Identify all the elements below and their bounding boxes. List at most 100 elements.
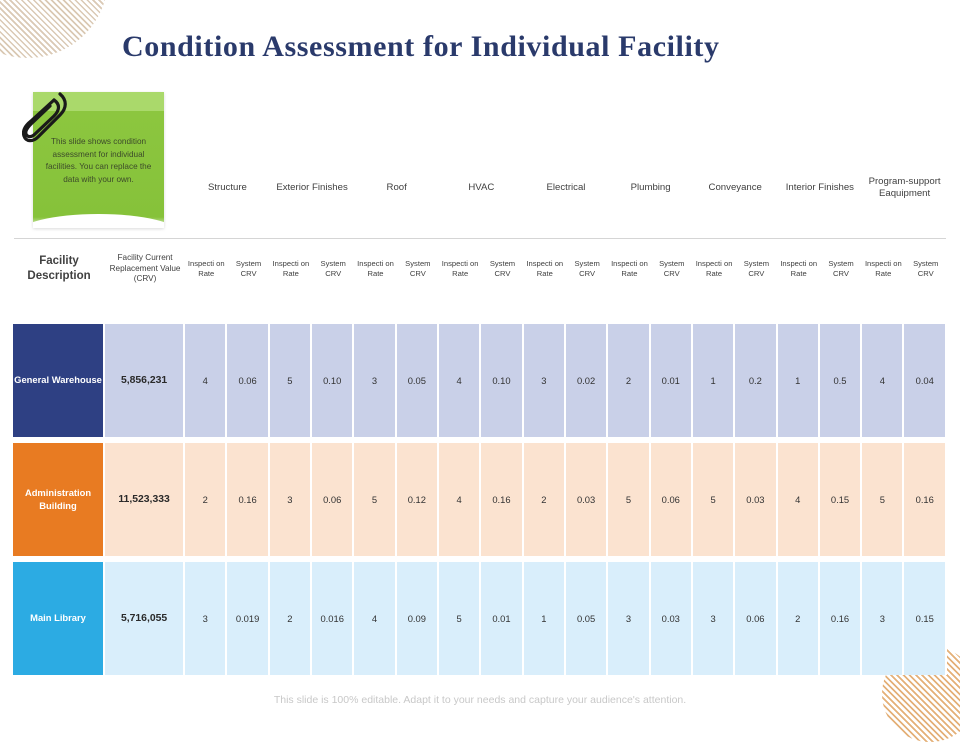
cell-r0-c5: 0.05 [396,324,439,437]
cell-r0-c4: 3 [354,324,397,437]
decor-top-left-hatched-shape [0,0,108,58]
cell-r0-c7: 0.10 [481,324,524,437]
cell-r2-c9: 0.05 [565,562,609,675]
cell-r0-c16: 4 [862,324,905,437]
cell-r2-c4: 4 [354,562,397,675]
cell-r2-c8: 1 [523,562,566,675]
cell-r1-c2: 3 [269,443,313,556]
cell-r2-c5: 0.09 [396,562,439,675]
sticky-note: This slide shows condition assessment fo… [22,92,164,228]
sub-header-facility-crv: Facility Current Replacement Value (CRV) [109,252,181,284]
cell-r1-c16: 5 [862,443,905,556]
row-label-administration-building: Administration Building [13,443,106,556]
cell-r1-c9: 0.03 [565,443,609,556]
cell-r0-c14: 1 [777,324,820,437]
sub-header-inspection-rate-8: Inspecti on Rate [780,258,818,278]
cell-r2-c10: 3 [608,562,651,675]
cell-r1-c14: 4 [777,443,820,556]
sticky-note-text: This slide shows condition assessment fo… [45,137,152,185]
group-header-exterior-finishes: Exterior Finishes [276,181,348,193]
cell-r1-c1: 0.16 [227,443,270,556]
footer-note: This slide is 100% editable. Adapt it to… [273,694,687,706]
cell-r1-c15: 0.15 [819,443,863,556]
cell-r1-c11: 0.06 [650,443,693,556]
cell-r1-c6: 4 [439,443,482,556]
group-header-structure: Structure [207,181,247,193]
cell-r0-c0: 4 [185,324,228,437]
sub-header-inspection-rate-5: Inspecti on Rate [526,258,564,278]
row-gap-1 [13,437,947,443]
cell-r0-c15: 0.5 [819,324,863,437]
row-gap-2 [13,556,947,562]
cell-r0-c10: 2 [608,324,651,437]
cell-r0-c8: 3 [523,324,566,437]
cell-r2-c14: 2 [777,562,820,675]
sub-header-system-crv-7: System CRV [743,258,770,278]
sub-header-system-crv-8: System CRV [828,258,854,278]
cell-r1-c7: 0.16 [481,443,524,556]
cell-r1-c10: 5 [608,443,651,556]
sub-header-system-crv-4: System CRV [489,258,516,278]
row-crv-general-warehouse: 5,856,231 [105,324,186,437]
cell-r0-c6: 4 [439,324,482,437]
cell-r2-c6: 5 [439,562,482,675]
condition-assessment-table: Structure Exterior Finishes Roof HVAC El… [13,150,947,675]
cell-r2-c3: 0.016 [312,562,355,675]
cell-r0-c13: 0.2 [735,324,778,437]
cell-r2-c0: 3 [185,562,228,675]
cell-r2-c17: 0.15 [904,562,947,675]
page-title: Condition Assessment for Individual Faci… [122,30,720,63]
sub-header-inspection-rate-9: Inspecti on Rate [864,258,902,278]
group-header-roof: Roof [386,181,407,193]
cell-r2-c11: 0.03 [650,562,693,675]
sub-header-inspection-rate-6: Inspecti on Rate [611,258,648,278]
group-header-program-support-equipment: Program-support Eaquipment [868,175,941,199]
cell-r0-c1: 0.06 [227,324,270,437]
sub-header-system-crv-6: System CRV [659,258,685,278]
cell-r2-c7: 0.01 [481,562,524,675]
cell-r0-c17: 0.04 [904,324,947,437]
row-label-main-library: Main Library [13,562,106,675]
cell-r2-c13: 0.06 [735,562,778,675]
cell-r1-c8: 2 [523,443,566,556]
table-row: Main Library 5,716,055 3 0.019 2 0.016 4… [13,562,947,675]
sub-header-inspection-rate-2: Inspecti on Rate [272,258,310,278]
table-row: Administration Building 11,523,333 2 0.1… [13,443,947,556]
cell-r2-c2: 2 [269,562,313,675]
header-divider [14,238,946,239]
group-header-plumbing: Plumbing [630,181,671,193]
row-crv-administration-building: 11,523,333 [105,443,186,556]
sub-header-inspection-rate-4: Inspecti on Rate [441,258,479,278]
group-header-electrical: Electrical [546,181,586,193]
sub-header-row: Facility Description Facility Current Re… [13,226,947,312]
cell-r1-c13: 0.03 [735,443,778,556]
cell-r1-c5: 0.12 [396,443,439,556]
cell-r0-c12: 1 [692,324,736,437]
cell-r2-c1: 0.019 [227,562,270,675]
cell-r1-c12: 5 [692,443,736,556]
sub-header-inspection-rate-3: Inspecti on Rate [357,258,394,278]
table-row: General Warehouse 5,856,231 4 0.06 5 0.1… [13,324,947,437]
row-crv-main-library: 5,716,055 [105,562,186,675]
cell-r2-c16: 3 [862,562,905,675]
cell-r2-c15: 0.16 [819,562,863,675]
cell-r0-c11: 0.01 [650,324,693,437]
paperclip-icon [22,92,67,143]
row-label-general-warehouse: General Warehouse [13,324,106,437]
sub-header-system-crv-9: System CRV [913,258,939,278]
sub-header-inspection-rate-1: Inspecti on Rate [187,258,225,278]
group-header-interior-finishes: Interior Finishes [785,181,854,193]
cell-r1-c4: 5 [354,443,397,556]
cell-r0-c3: 0.10 [312,324,355,437]
cell-r0-c9: 0.02 [565,324,609,437]
cell-r2-c12: 3 [692,562,736,675]
sub-header-system-crv-2: System CRV [320,258,346,278]
header-body-spacer [13,312,947,324]
group-header-hvac: HVAC [468,181,495,193]
group-header-conveyance: Conveyance [708,181,762,193]
cell-r1-c3: 0.06 [312,443,355,556]
sub-header-system-crv-5: System CRV [574,258,600,278]
sub-header-system-crv-3: System CRV [405,258,431,278]
sub-header-facility-description: Facility Description [27,255,91,282]
sub-header-system-crv-1: System CRV [235,258,262,278]
